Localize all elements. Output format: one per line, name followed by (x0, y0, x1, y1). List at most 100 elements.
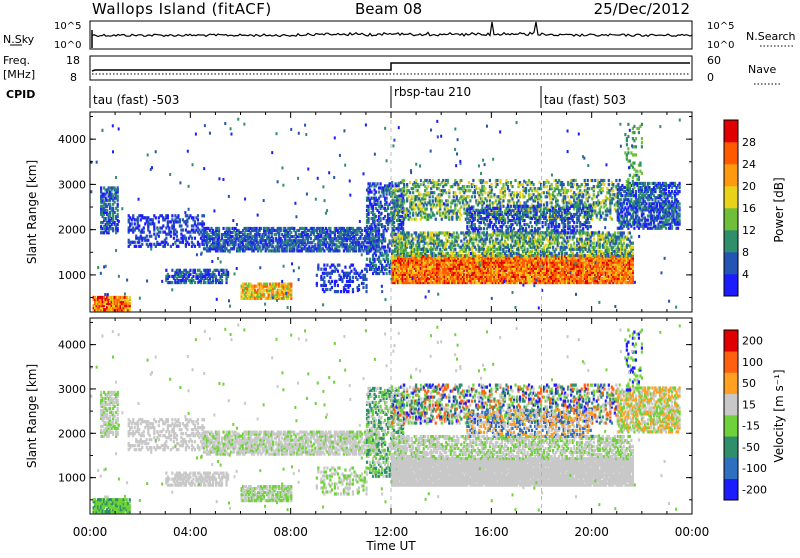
power-cell (188, 243, 190, 246)
power-cell (379, 195, 381, 198)
noise-left-tick-bottom: 10^0 (54, 40, 81, 51)
power-cell (338, 249, 340, 252)
power-cell (366, 270, 368, 273)
power-cell (159, 230, 161, 233)
power-cell (126, 296, 128, 299)
power-cell (375, 254, 377, 257)
power-cell (323, 249, 325, 252)
power-cell (325, 284, 327, 287)
power-cell (317, 264, 319, 267)
power-cell (375, 190, 377, 193)
power-cell (448, 254, 450, 257)
noise-line (92, 22, 692, 37)
power-cell (392, 184, 394, 187)
power-cell (338, 264, 340, 267)
power-cell (203, 214, 205, 217)
power-cell (150, 243, 152, 246)
power-cell (379, 217, 381, 220)
power-cell (165, 269, 167, 272)
power-cell (365, 290, 367, 293)
power-cell (362, 282, 364, 285)
power-cell (222, 269, 224, 272)
power-cell (364, 274, 366, 277)
power-cell (435, 254, 437, 257)
noise-right-label: N.Search (746, 30, 796, 43)
power-cell (114, 211, 116, 214)
power-cell (131, 222, 133, 225)
freq-tick-top: 18 (66, 54, 80, 67)
power-cell (337, 270, 339, 273)
power-cell (272, 237, 274, 240)
power-cell (222, 227, 224, 230)
power-cell (152, 218, 154, 221)
power-cell (326, 288, 328, 291)
power-cell (331, 286, 333, 289)
power-cell (293, 227, 295, 230)
power-cell (358, 284, 360, 287)
power-cell (177, 214, 179, 217)
power-cell (117, 209, 119, 212)
power-cell (379, 182, 381, 185)
power-cell (192, 275, 194, 278)
power-cell (117, 186, 119, 189)
power-cell (402, 227, 404, 230)
nave-tick-bottom: 0 (707, 71, 714, 84)
power-cell (350, 270, 352, 273)
power-cell (263, 293, 265, 296)
power-cell (209, 269, 211, 272)
power-cell (323, 276, 325, 279)
power-cell (460, 240, 462, 243)
power-cell (384, 215, 386, 218)
power-cell (378, 190, 380, 193)
power-cell (367, 233, 369, 236)
power-cell (143, 226, 145, 229)
power-cell (158, 220, 160, 223)
power-cell (352, 276, 354, 279)
station-title: Wallops Island (fitACF) (92, 0, 272, 18)
power-cell (387, 258, 389, 261)
power-cell (194, 269, 196, 272)
power-cell (349, 276, 351, 279)
power-cell (198, 243, 200, 246)
power-cell (171, 269, 173, 272)
power-cell (117, 203, 119, 206)
power-cell (197, 218, 199, 221)
beam-title: Beam 08 (355, 0, 422, 18)
cpid-segment-1: tau (fast) -503 (93, 93, 179, 107)
power-cell (147, 239, 149, 242)
power-cell (170, 245, 172, 248)
power-cell (182, 228, 184, 231)
power-cell (445, 248, 447, 251)
power-cell (186, 224, 188, 227)
power-cell (194, 220, 196, 223)
power-cell (203, 222, 205, 225)
power-cell (155, 216, 157, 219)
power-cell (366, 225, 368, 228)
power-cell (376, 249, 378, 252)
power-cell (384, 245, 386, 248)
power-cell (375, 231, 377, 234)
power-cell (462, 254, 464, 257)
power-cell (204, 281, 206, 284)
freq-tick-bottom: 8 (70, 71, 77, 84)
power-cell (347, 290, 349, 293)
power-cell (150, 235, 152, 238)
power-cell (373, 258, 375, 261)
power-cell (218, 227, 220, 230)
power-cell (385, 197, 387, 200)
power-cell (352, 264, 354, 267)
power-cell (260, 227, 262, 230)
power-cell (366, 258, 368, 261)
power-cell (129, 296, 131, 299)
power-cell (362, 286, 364, 289)
power-cell (384, 237, 386, 240)
power-cell (393, 221, 395, 224)
power-cell (369, 258, 371, 261)
power-cell (106, 209, 108, 212)
power-cell (194, 245, 196, 248)
noise-right-tick-bottom: 10^0 (707, 40, 734, 51)
power-cell (117, 213, 119, 216)
power-cell (329, 227, 331, 230)
power-cell (415, 231, 417, 234)
